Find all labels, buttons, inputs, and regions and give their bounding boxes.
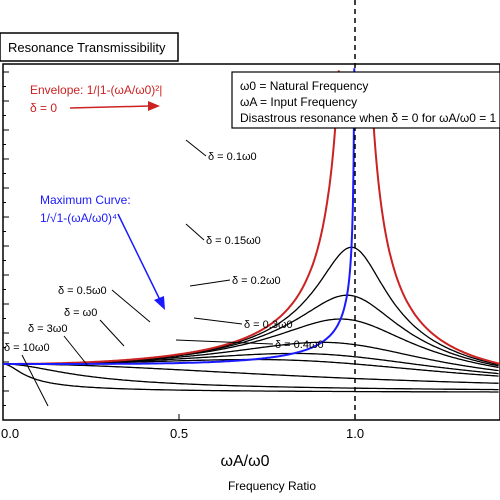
y-axis-ticks xyxy=(3,71,9,406)
delta-zero-arrowhead xyxy=(148,101,160,111)
chart-title: Resonance Transmissibility xyxy=(8,40,166,55)
series-curve xyxy=(3,363,499,391)
delta-zero-arrow xyxy=(69,105,151,109)
series-label-0.2: δ = 0.2ω0 xyxy=(232,275,281,287)
legend-line-input-frequency: ωA = Input Frequency xyxy=(240,95,357,109)
x-tick-label: 0.0 xyxy=(1,426,19,441)
series-arrows xyxy=(21,139,274,407)
max-curve-arrowhead xyxy=(154,296,165,310)
arrow-10 xyxy=(21,354,49,407)
max-curve-arrow xyxy=(117,213,161,301)
legend-line-disastrous-resonance: Disastrous resonance when δ = 0 for ωA/ω… xyxy=(240,111,497,125)
arrow-0.5 xyxy=(111,289,151,323)
x-axis-ticks: 0.00.51.01.52.02.5 xyxy=(1,414,364,441)
x-axis-subtitle: Frequency Ratio xyxy=(228,479,316,493)
series-labels: δ = 0.1ω0 δ = 0.15ω0 δ = 0.2ω0 δ = 0.3ω0… xyxy=(4,151,324,354)
max-curve-label-1: Maximum Curve: xyxy=(40,193,131,207)
series-label-10: δ = 10ω0 xyxy=(4,342,50,354)
series-curve xyxy=(2,363,499,393)
series-curve xyxy=(3,341,499,372)
series-label-3: δ = 3ω0 xyxy=(28,323,67,335)
delta-zero-label: δ = 0 xyxy=(30,101,57,115)
title-box xyxy=(0,32,179,62)
envelope-label: Envelope: 1/|1-(ωA/ω0)²| xyxy=(30,83,162,97)
arrow-0.4 xyxy=(175,339,274,345)
x-tick-label: 0.5 xyxy=(170,426,188,441)
arrow-0.1 xyxy=(185,139,207,157)
series-label-0.5: δ = 0.5ω0 xyxy=(58,285,107,297)
arrow-1 xyxy=(99,319,125,347)
x-tick-label: 1.0 xyxy=(346,426,364,441)
arrow-3 xyxy=(63,335,89,367)
legend-line-natural-frequency: ω0 = Natural Frequency xyxy=(240,79,368,93)
series-label-0.1: δ = 0.1ω0 xyxy=(208,151,257,163)
series-label-0.15: δ = 0.15ω0 xyxy=(206,235,261,247)
arrow-0.2 xyxy=(189,279,231,287)
series-label-1: δ = ω0 xyxy=(64,307,97,319)
maximum-curve xyxy=(3,68,356,365)
arrow-0.15 xyxy=(185,223,205,241)
series-curve xyxy=(3,363,499,384)
series-label-0.3: δ = 0.3ω0 xyxy=(244,319,293,331)
series-curve xyxy=(3,246,499,366)
legend-box xyxy=(231,71,500,129)
x-axis-title: ωA/ω0 xyxy=(221,453,270,470)
series-label-0.4: δ = 0.4ω0 xyxy=(275,339,324,351)
max-curve-label-2: 1/√1-(ωA/ω0)⁴ xyxy=(40,211,117,225)
plot-area xyxy=(2,63,500,421)
arrow-0.3 xyxy=(193,317,243,325)
